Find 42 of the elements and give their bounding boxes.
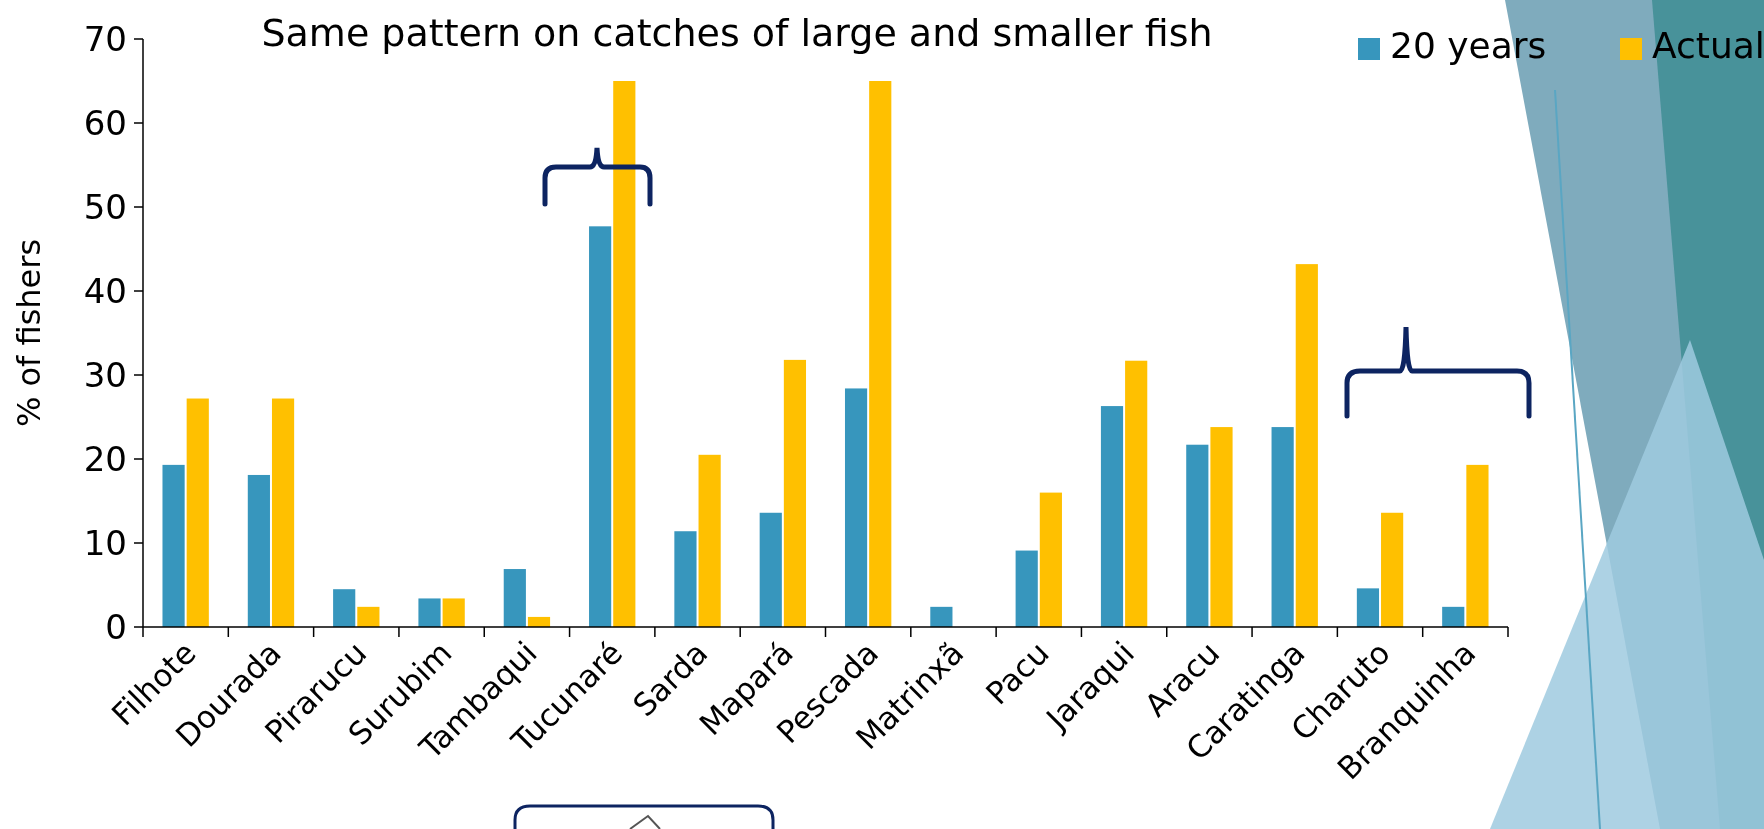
bar	[589, 226, 612, 627]
y-tick-label: 70	[83, 19, 127, 60]
y-tick-label: 10	[83, 523, 127, 564]
bar	[1442, 606, 1465, 627]
bar	[1186, 444, 1209, 627]
y-tick-label: 30	[83, 355, 127, 396]
bar	[247, 474, 270, 627]
y-axis-title: % of fishers	[10, 238, 48, 428]
bar	[613, 81, 636, 627]
bar	[357, 606, 380, 627]
chart-title: Same pattern on catches of large and smaller fish	[261, 11, 1213, 55]
bar	[503, 569, 526, 627]
y-tick-label: 20	[83, 439, 127, 480]
y-tick-label: 60	[83, 103, 127, 144]
legend-label: 20 years	[1390, 25, 1547, 66]
bar	[162, 464, 185, 627]
bar	[844, 388, 868, 627]
bar	[1100, 406, 1124, 627]
bar	[1356, 588, 1380, 627]
y-tick-label: 0	[105, 607, 127, 648]
bar	[186, 398, 209, 627]
bar	[1271, 427, 1294, 627]
bar	[418, 598, 441, 627]
bar	[698, 454, 721, 627]
y-tick-label: 50	[83, 187, 127, 228]
bar	[271, 398, 295, 627]
bar	[1295, 264, 1318, 627]
bar	[674, 531, 697, 627]
bar	[333, 589, 356, 627]
bar	[1039, 492, 1062, 627]
bar	[869, 81, 892, 627]
bar	[1466, 464, 1489, 627]
bar	[783, 359, 807, 627]
bar	[1015, 550, 1038, 627]
bar	[442, 598, 465, 627]
bar	[1125, 360, 1148, 627]
legend-label: Actual	[1652, 25, 1764, 66]
bar	[759, 512, 782, 627]
bar	[930, 606, 953, 627]
bar	[1381, 512, 1404, 627]
y-tick-label: 40	[83, 271, 127, 312]
bar	[1210, 427, 1233, 627]
